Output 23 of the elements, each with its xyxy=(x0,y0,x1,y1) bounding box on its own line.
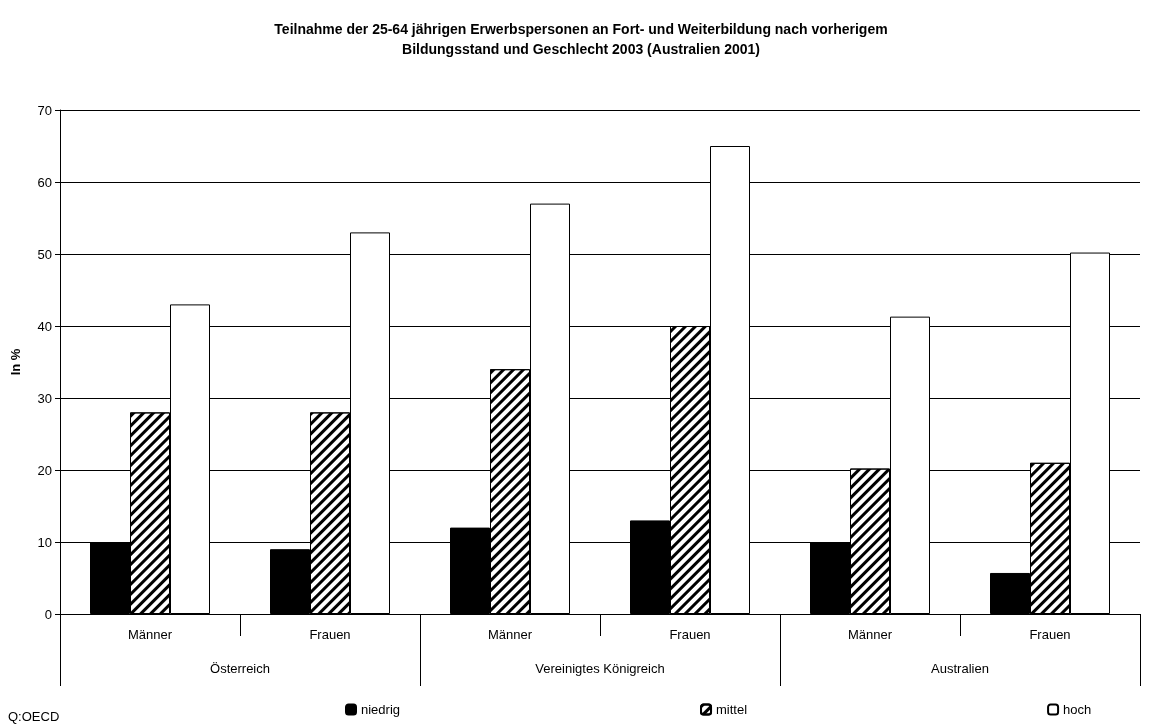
y-axis-title: In % xyxy=(8,348,23,376)
chart-title: Teilnahme der 25-64 jährigen Erwerbspersonen an Fort- und Weiterbildung nach vorherigem Bildungsstand und Geschlecht 2003 (Australien 2001) xyxy=(274,21,888,57)
y-tick-label: 20 xyxy=(37,462,52,478)
y-tick-label: 0 xyxy=(44,606,52,622)
y-tick-label: 30 xyxy=(37,390,52,406)
legend-label: niedrig xyxy=(361,702,401,717)
y-tick-label: 40 xyxy=(37,318,52,334)
legend-label: mittel xyxy=(716,702,748,717)
text: Australien xyxy=(931,661,989,676)
y-tick-label: 60 xyxy=(37,174,52,190)
text: Q:OECD xyxy=(8,709,60,724)
x-tick-label: Männer xyxy=(127,627,173,642)
legend-label: hoch xyxy=(1063,702,1092,717)
x-tick-label: Frauen xyxy=(309,627,351,642)
y-tick-label: 70 xyxy=(37,102,52,118)
x-tick-label: Frauen xyxy=(669,627,711,642)
text: Vereinigtes Königreich xyxy=(535,661,665,676)
y-tick-label: 50 xyxy=(37,246,52,262)
text: Österreich xyxy=(210,661,270,676)
y-tick-label: 10 xyxy=(37,534,52,550)
x-tick-label: Frauen xyxy=(1029,627,1071,642)
x-tick-label: Männer xyxy=(847,627,893,642)
x-tick-label: Männer xyxy=(487,627,533,642)
